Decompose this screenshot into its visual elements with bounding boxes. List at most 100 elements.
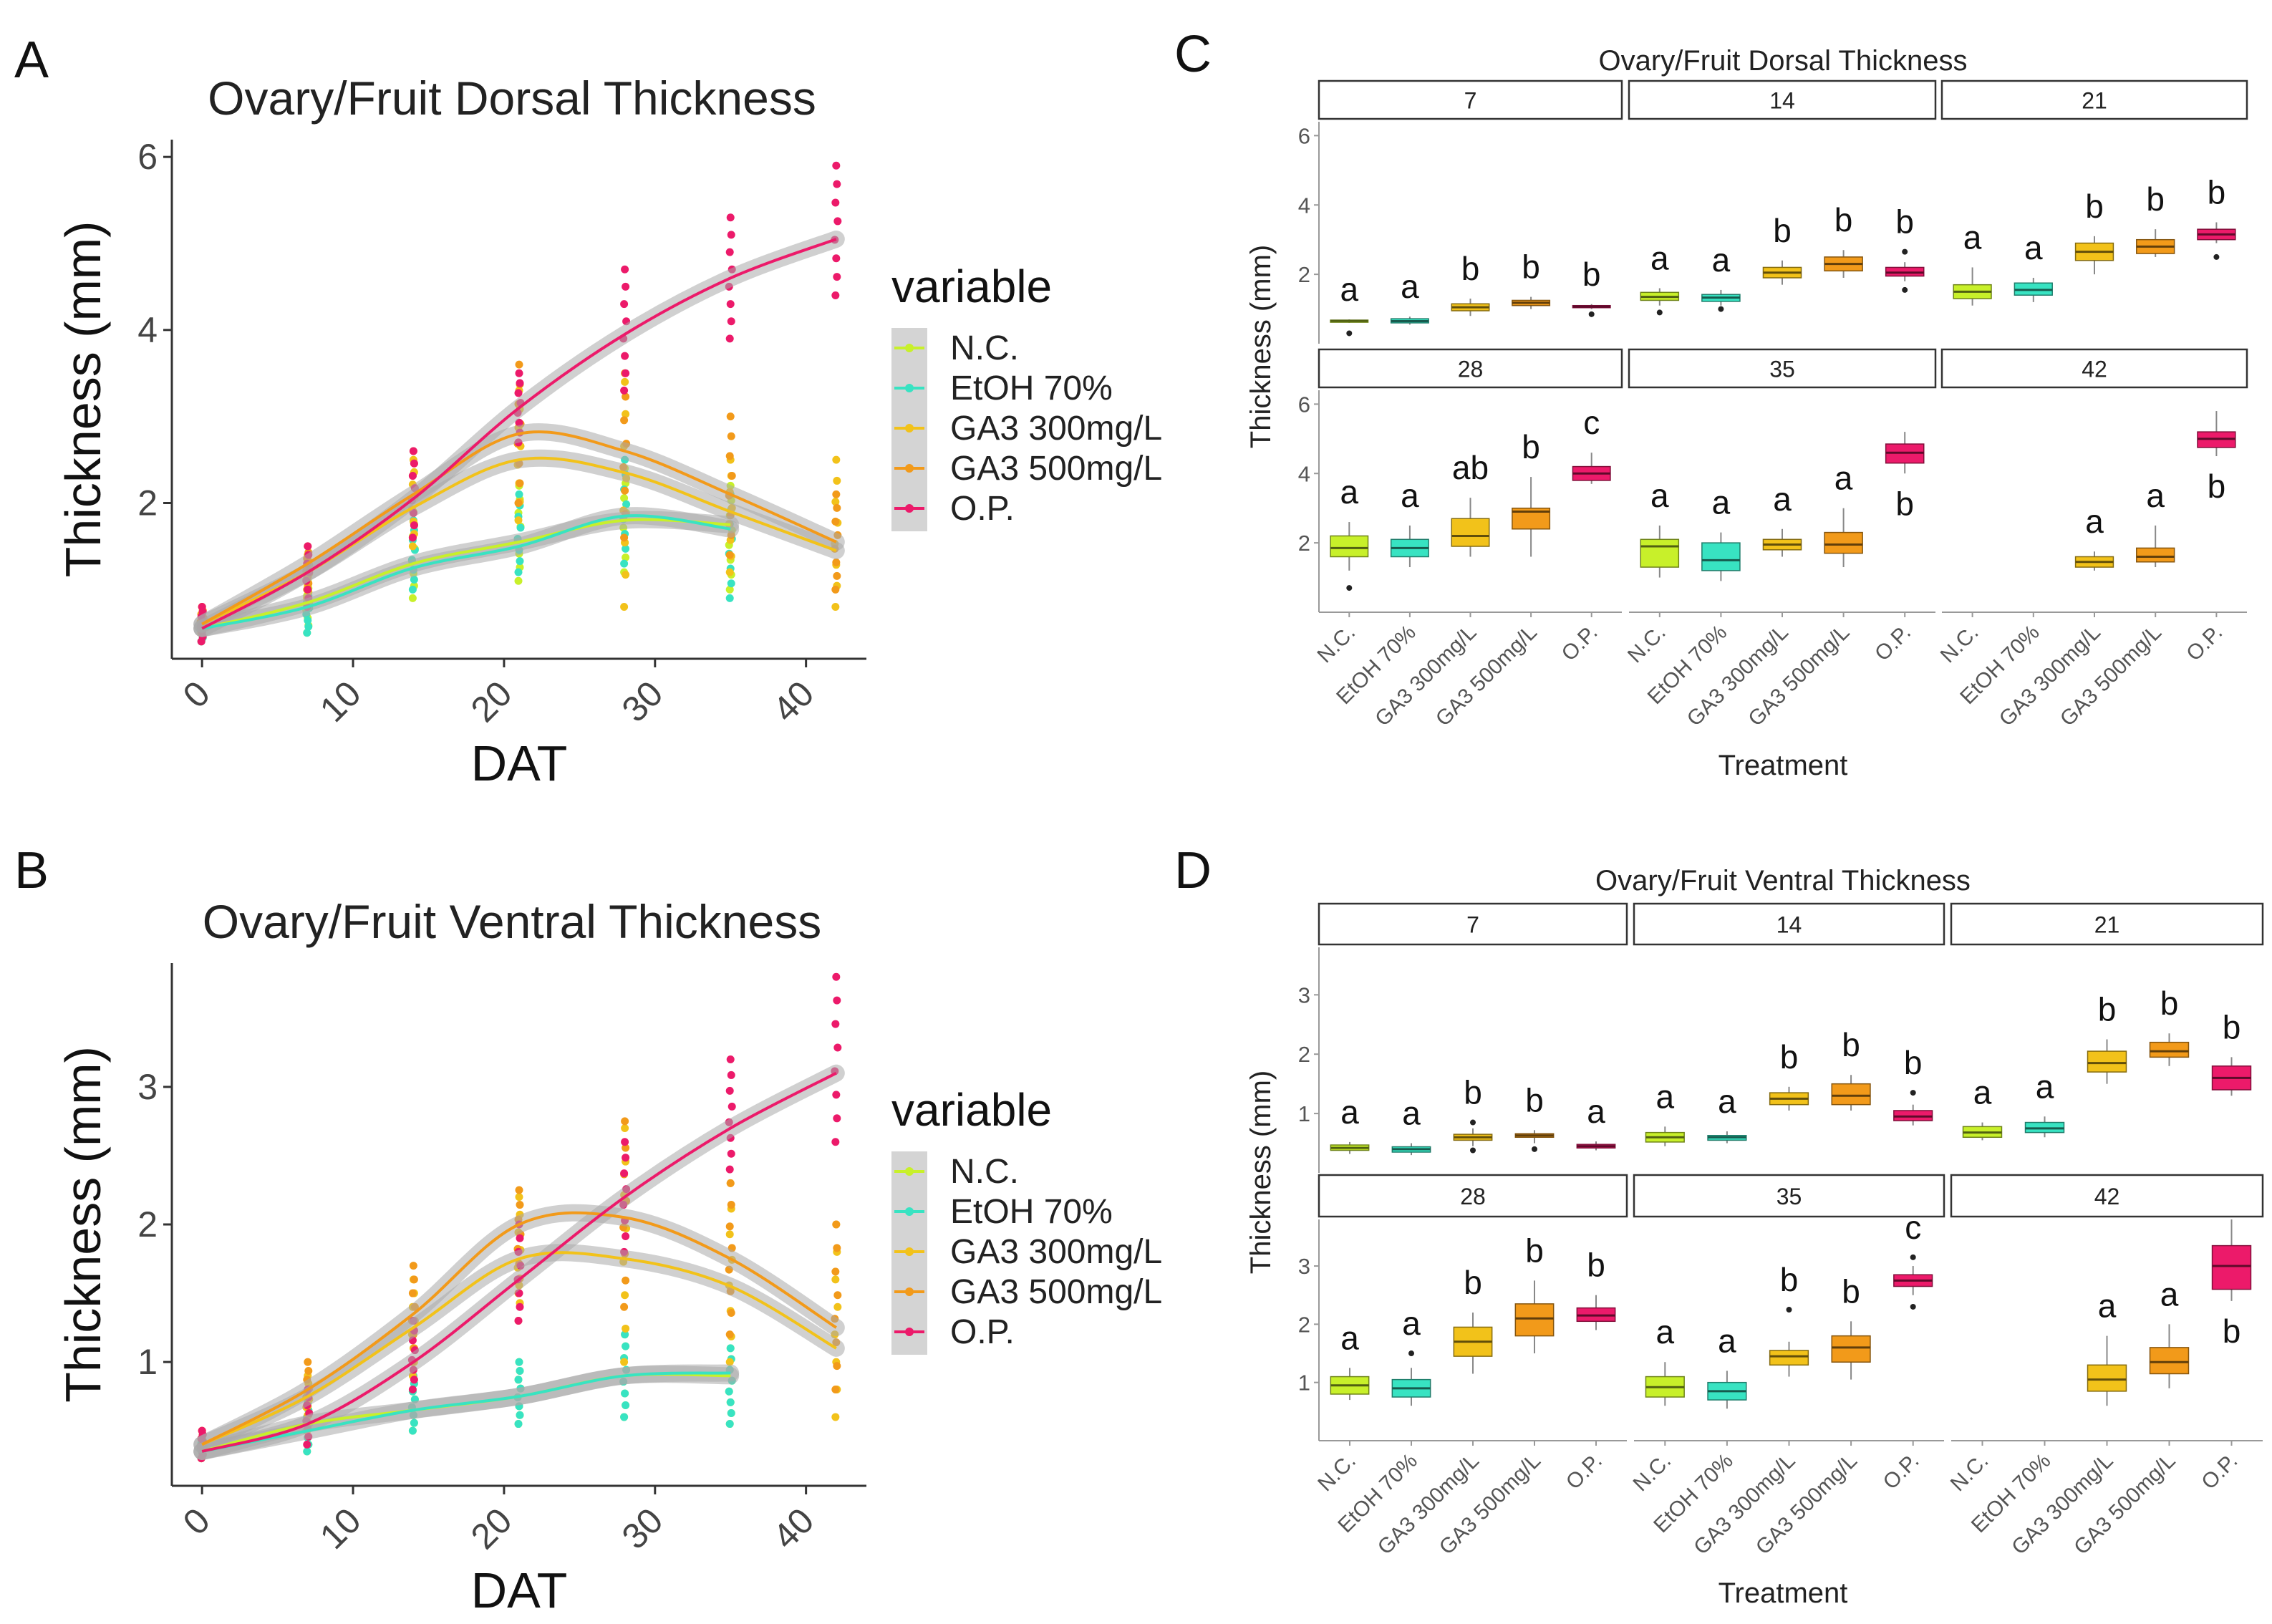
series-line-ga3-500mg-l <box>201 1211 837 1446</box>
data-point <box>621 1389 629 1398</box>
chart-title: Ovary/Fruit Dorsal Thickness <box>1599 45 1968 77</box>
data-point <box>409 1262 417 1270</box>
box-body <box>2211 1244 2252 1290</box>
facet-strip <box>1318 1174 1628 1218</box>
chart-title: Ovary/Fruit Ventral Thickness <box>1595 865 1971 896</box>
significance-letter: b <box>1904 1044 1923 1081</box>
legend-swatch-point <box>905 384 914 392</box>
data-point <box>725 1358 734 1366</box>
box-ga3-500mg-l: b <box>1514 1081 1555 1152</box>
data-point <box>832 1091 841 1099</box>
data-point <box>620 1358 629 1366</box>
x-axis-title: DAT <box>471 1562 568 1618</box>
significance-letter: b <box>1895 485 1914 522</box>
box-ga3-300mg-l: b <box>1762 212 1802 285</box>
series-line-etoh-70 <box>201 514 731 630</box>
data-point <box>833 571 841 580</box>
box-o-p: b <box>1572 256 1611 317</box>
data-point <box>831 1413 840 1421</box>
outlier-point <box>1346 330 1353 337</box>
box-body <box>1824 531 1863 554</box>
x-axis-title: DAT <box>471 735 568 791</box>
data-point <box>833 503 841 512</box>
data-point <box>621 352 629 360</box>
data-point <box>621 1291 629 1300</box>
box-n-c: a <box>1330 1319 1370 1401</box>
data-point <box>621 1138 629 1146</box>
data-point <box>515 1358 523 1366</box>
data-point <box>516 1366 524 1375</box>
data-point <box>833 1114 841 1123</box>
data-point <box>831 603 840 611</box>
significance-letter: a <box>1402 1095 1421 1132</box>
facet-strip <box>1628 348 1937 389</box>
legend-item-ga3-300mg-l: GA3 300mg/L <box>894 410 1162 448</box>
significance-letter: a <box>1340 473 1359 511</box>
y-tick-label: 2 <box>1298 1312 1310 1337</box>
data-point <box>408 533 417 542</box>
legend-swatch-point <box>905 1287 914 1296</box>
data-point <box>620 386 629 395</box>
data-point <box>515 1193 523 1202</box>
facet-strip-label: 21 <box>2094 912 2120 938</box>
panel-letter-c: C <box>1174 26 1212 83</box>
box-ga3-300mg-l: b <box>1453 1074 1493 1154</box>
panel-letter-a: A <box>14 32 49 89</box>
data-point <box>727 1201 735 1209</box>
legend-item-o-p: O.P. <box>894 490 1015 528</box>
data-point <box>410 1275 418 1284</box>
facet-strip-label: 35 <box>1776 1184 1802 1209</box>
legend-label: GA3 300mg/L <box>950 1233 1162 1271</box>
box-body <box>1831 1083 1871 1106</box>
significance-letter: b <box>1525 1232 1544 1269</box>
box-o-p: b <box>1576 1247 1616 1330</box>
legend-label: O.P. <box>950 1313 1015 1351</box>
data-point <box>833 1244 841 1252</box>
data-point <box>725 1420 734 1429</box>
facet-strip <box>1950 902 2264 946</box>
data-point <box>831 1020 840 1028</box>
significance-letter: a <box>1656 1313 1675 1350</box>
significance-letter: a <box>2085 503 2104 540</box>
y-tick-label: 6 <box>137 137 158 177</box>
box-etoh-70: a <box>1391 1095 1431 1156</box>
y-axis-title: Thickness (mm) <box>55 1046 111 1403</box>
data-point <box>726 1398 735 1406</box>
chart-title: Ovary/Fruit Dorsal Thickness <box>208 72 816 125</box>
significance-letter: b <box>1587 1247 1605 1284</box>
chart-title: Ovary/Fruit Ventral Thickness <box>203 895 821 948</box>
data-point <box>620 300 629 309</box>
data-point <box>515 1186 523 1194</box>
data-point <box>622 1342 630 1350</box>
box-etoh-70: a <box>1390 268 1429 325</box>
y-axis-title: Thickness (mm) <box>55 221 111 578</box>
data-point <box>727 1408 735 1417</box>
data-point <box>726 1179 735 1187</box>
significance-letter: a <box>1587 1093 1605 1130</box>
data-point <box>304 622 313 631</box>
data-point <box>725 568 734 576</box>
box-n-c: a <box>1645 1313 1685 1406</box>
data-point <box>621 1124 629 1133</box>
box-etoh-70: a <box>1391 1305 1431 1406</box>
outlier-point <box>1470 1147 1476 1154</box>
box-body <box>1701 542 1741 571</box>
data-point <box>727 317 735 326</box>
significance-letter: b <box>1780 1038 1799 1076</box>
significance-letter: a <box>1834 460 1853 497</box>
data-point <box>303 629 311 637</box>
facet-strip <box>1633 1174 1945 1218</box>
data-point <box>516 379 524 387</box>
y-tick-label: 4 <box>1298 193 1310 218</box>
significance-letter: b <box>1834 201 1853 238</box>
legend-label: N.C. <box>950 329 1019 367</box>
box-ga3-500mg-l: a <box>2149 1275 2190 1388</box>
significance-letter: a <box>1650 477 1669 514</box>
data-point <box>725 1086 734 1095</box>
data-point <box>726 213 735 222</box>
facet-strip <box>1628 79 1937 120</box>
significance-letter: a <box>1963 218 1982 256</box>
data-point <box>725 551 734 559</box>
y-tick-label: 3 <box>1298 982 1310 1007</box>
data-point <box>727 1102 736 1111</box>
